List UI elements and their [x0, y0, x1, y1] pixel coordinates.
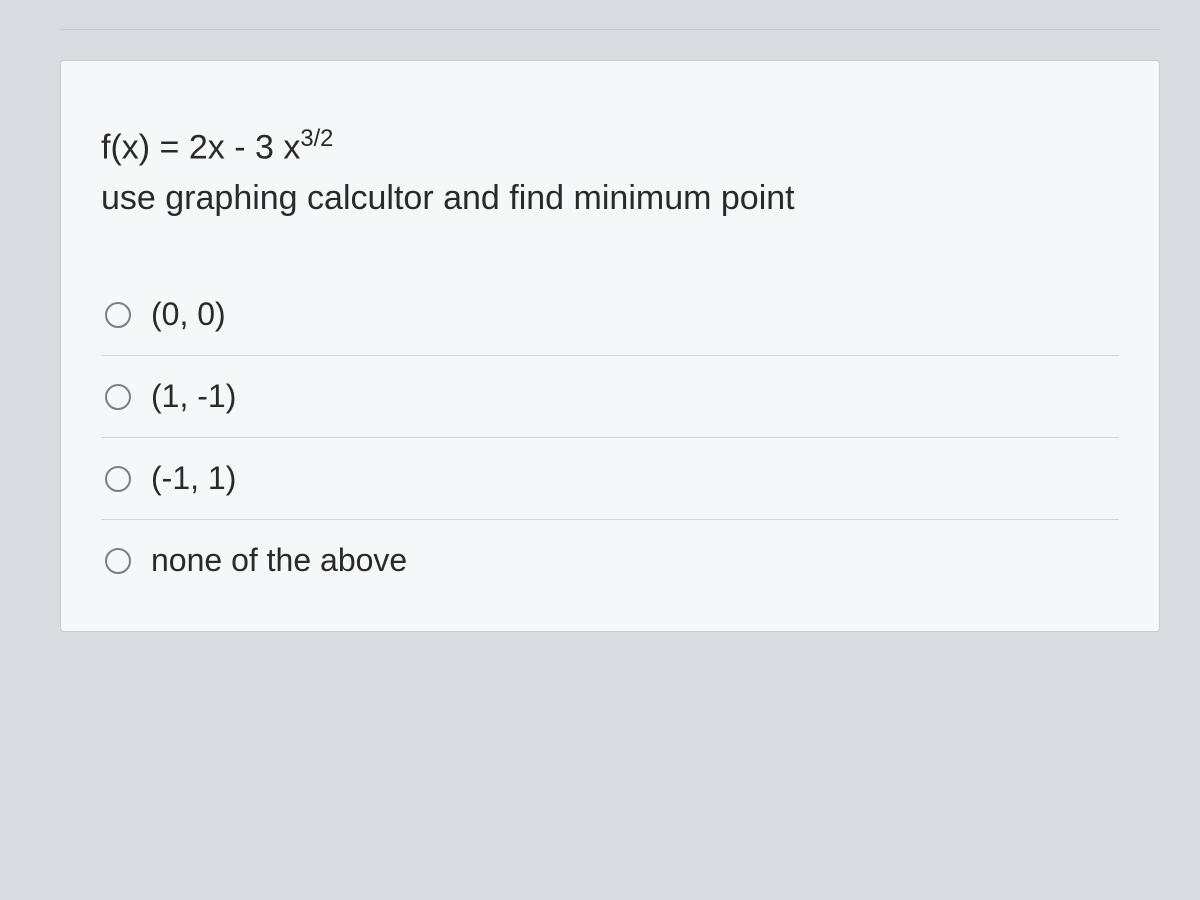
- option-row[interactable]: none of the above: [101, 520, 1119, 601]
- question-prompt: f(x) = 2x - 3 x3/2 use graphing calculto…: [61, 61, 1159, 274]
- radio-icon[interactable]: [105, 384, 131, 410]
- option-label: (1, -1): [151, 378, 236, 415]
- card-top-edge: [60, 20, 1160, 30]
- radio-icon[interactable]: [105, 302, 131, 328]
- radio-icon[interactable]: [105, 548, 131, 574]
- option-row[interactable]: (-1, 1): [101, 438, 1119, 520]
- question-instruction: use graphing calcultor and find minimum …: [101, 173, 1119, 224]
- formula-prefix: f(x) = 2x - 3 x: [101, 128, 300, 166]
- radio-icon[interactable]: [105, 466, 131, 492]
- option-row[interactable]: (1, -1): [101, 356, 1119, 438]
- options-list: (0, 0) (1, -1) (-1, 1) none of the above: [61, 274, 1159, 631]
- question-formula: f(x) = 2x - 3 x3/2: [101, 121, 1119, 173]
- option-row[interactable]: (0, 0): [101, 274, 1119, 356]
- option-label: none of the above: [151, 542, 407, 579]
- question-card: f(x) = 2x - 3 x3/2 use graphing calculto…: [60, 60, 1160, 632]
- formula-exponent: 3/2: [300, 125, 333, 152]
- option-label: (-1, 1): [151, 460, 236, 497]
- option-label: (0, 0): [151, 296, 226, 333]
